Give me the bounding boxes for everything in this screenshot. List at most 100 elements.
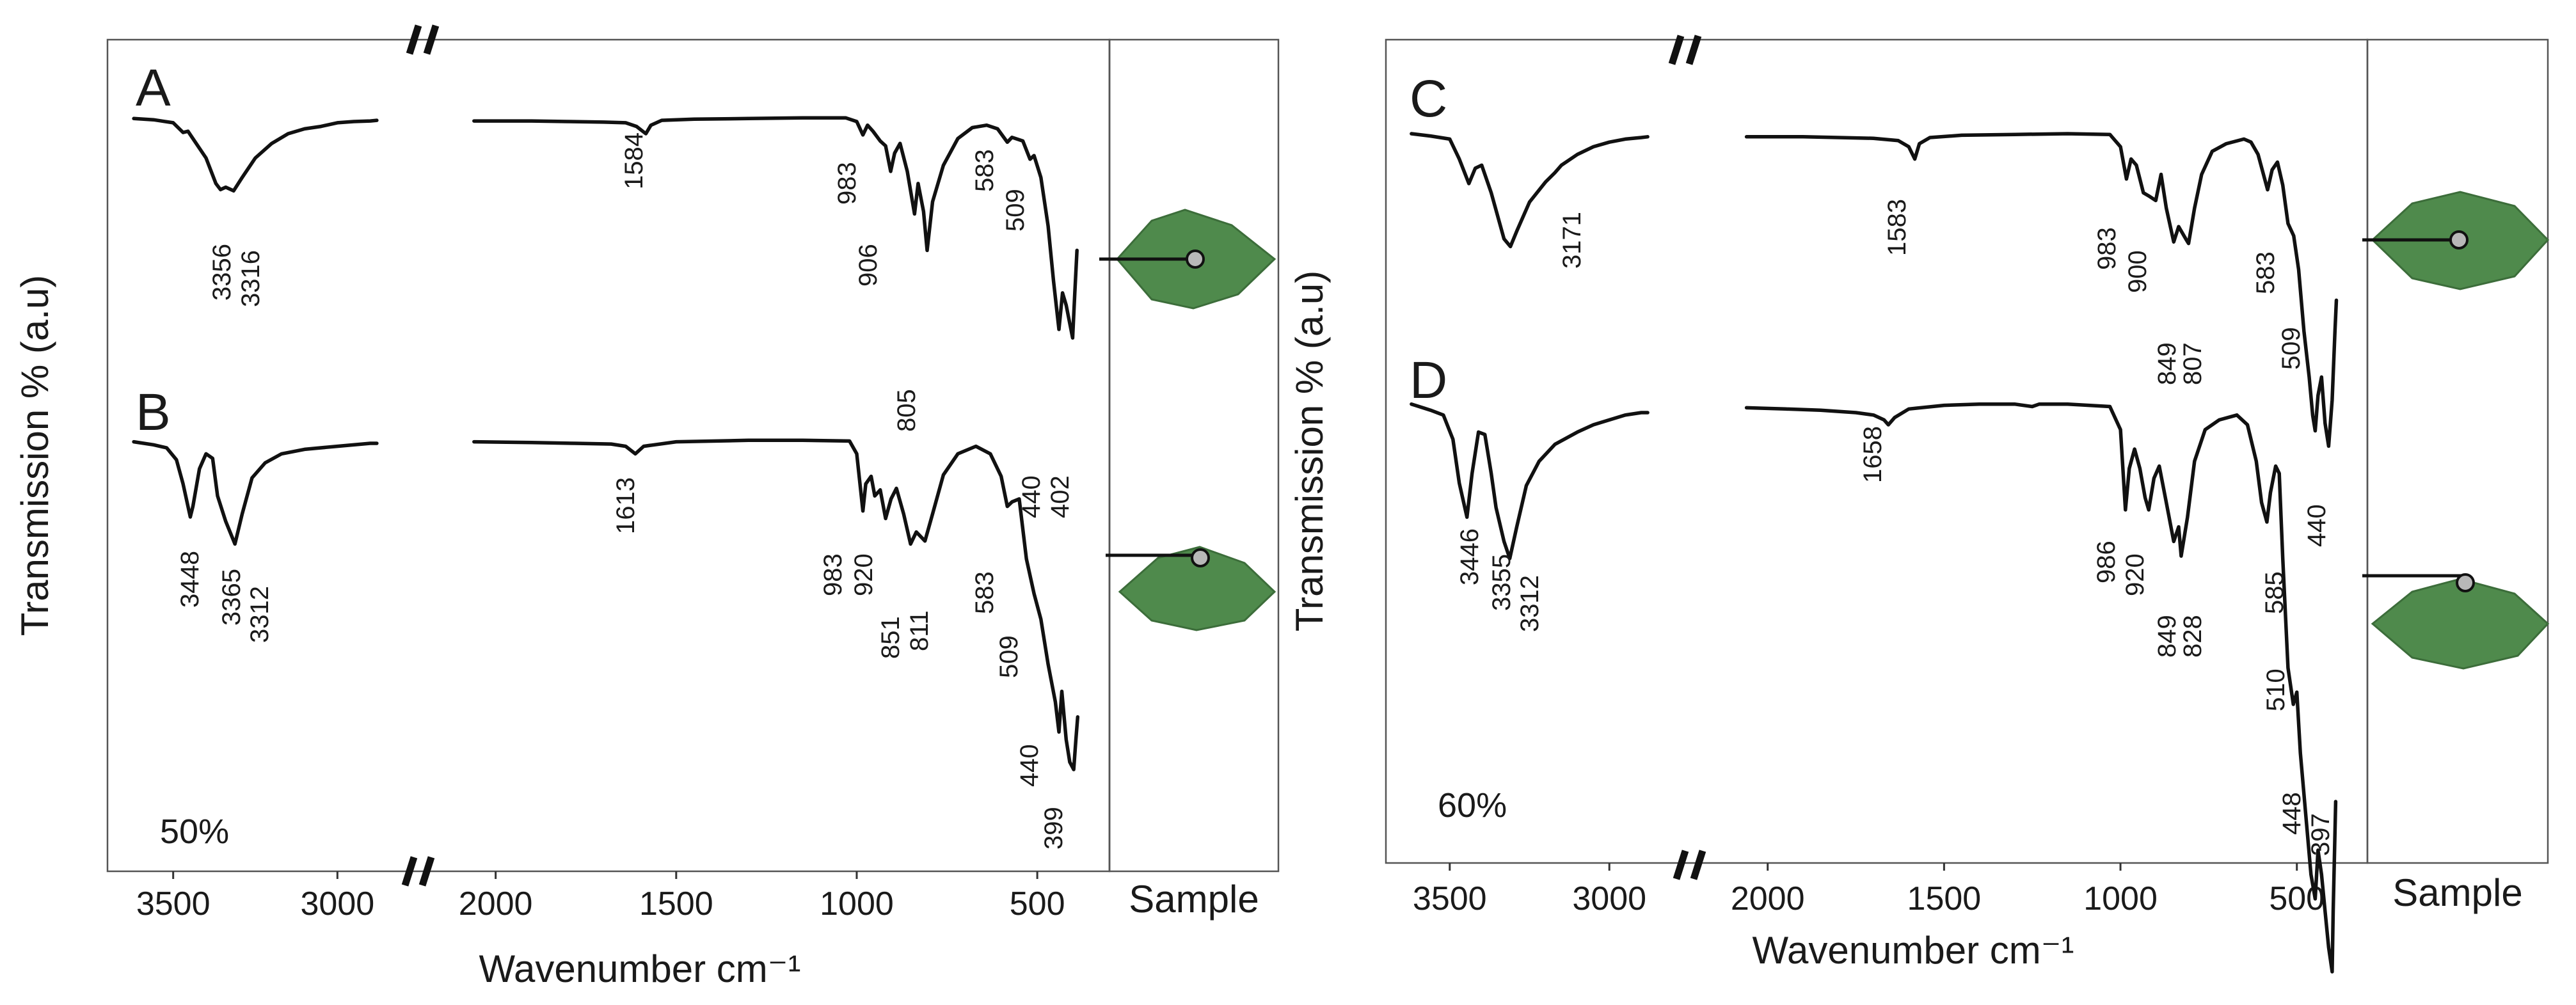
spectrum-d [1410, 402, 2338, 974]
peak-label: 1658 [1859, 426, 1887, 483]
panel-label-a: A [136, 59, 171, 117]
spectrum-right-segment [472, 116, 1079, 340]
peak-label: 402 [1046, 475, 1074, 518]
peak-label: 1583 [1883, 199, 1911, 256]
peak-label: 983 [2093, 227, 2121, 270]
y-axis-title-left: Transmission % (a.u) [13, 275, 56, 637]
x-tick-label: 3000 [1572, 880, 1646, 917]
peak-label: 583 [971, 571, 999, 614]
peak-label: 920 [2121, 553, 2149, 596]
panel-label-d: D [1410, 351, 1447, 409]
x-tick-label: 1500 [639, 885, 713, 922]
sample-image-a [1099, 209, 1276, 310]
x-tick-label: 1500 [1907, 880, 1982, 917]
peak-label: 900 [2124, 250, 2152, 293]
spectrum-a [132, 116, 1079, 340]
left-plot-frame [106, 38, 1111, 873]
x-tick-label: 3000 [300, 885, 374, 922]
peak-label: 851 [877, 616, 905, 659]
peak-label: 3316 [237, 250, 265, 307]
spectrum-right-segment [1744, 402, 2338, 974]
x-tick-label: 1000 [820, 885, 894, 922]
spectrum-b [132, 438, 1080, 772]
sample-image-d [2362, 573, 2550, 670]
break-mark-left-top-1 [406, 24, 422, 55]
x-tick-label: 2000 [459, 885, 533, 922]
left-sample-frame [1108, 38, 1280, 873]
peak-label: 986 [2092, 541, 2120, 583]
peak-labels-d: 3446 3355 3312 1658 986 920 849 828 585 … [1456, 426, 2335, 856]
peak-label: 448 [2278, 792, 2306, 835]
y-axis-title-right: Transmission % (a.u) [1288, 271, 1331, 632]
x-ticks-left-chart: 3500 3000 2000 1500 1000 500 [136, 871, 1065, 922]
x-tick-label: 3500 [1413, 880, 1487, 917]
spectrum-left-segment [1410, 402, 1650, 560]
peak-label: 440 [1015, 744, 1044, 787]
peak-label: 509 [995, 635, 1023, 678]
break-mark-right-bottom-2 [1690, 850, 1706, 880]
spectrum-left-segment [132, 439, 379, 546]
peak-label: 3365 [218, 569, 246, 626]
peak-label: 585 [2261, 571, 2289, 614]
peak-labels-a: 3356 3316 1584 983 906 805 583 509 440 4… [208, 132, 1074, 518]
break-mark-right-top-2 [1685, 35, 1702, 65]
x-ticks-right-chart: 3500 3000 2000 1500 1000 500 [1413, 863, 2325, 917]
sample-label-right: Sample [2392, 871, 2522, 914]
peak-label: 3171 [1558, 212, 1586, 269]
sample-image-c [2362, 191, 2550, 290]
peak-label: 983 [833, 162, 861, 205]
peak-label: 583 [971, 149, 999, 192]
sample-pin-dot-d [2456, 573, 2475, 592]
peak-label: 1613 [612, 477, 640, 534]
peak-label: 397 [2307, 813, 2335, 856]
peak-label: 849 [2153, 615, 2181, 658]
peak-label: 3446 [1456, 528, 1484, 585]
peak-label: 849 [2153, 342, 2181, 385]
sample-pin-dot-c [2449, 230, 2469, 249]
peak-label: 3356 [208, 244, 236, 301]
sample-image-b [1106, 546, 1276, 631]
peak-labels-b: 3448 3365 3312 1613 983 920 851 811 583 … [176, 477, 1068, 850]
axis-break-marks [401, 24, 1706, 887]
x-tick-label: 2000 [1731, 880, 1805, 917]
x-axis-title-right: Wavenumber cm⁻¹ [1753, 929, 2074, 972]
peak-label: 3448 [176, 551, 204, 608]
peak-label: 3312 [1516, 575, 1544, 632]
peak-label: 805 [893, 389, 921, 432]
concentration-label-left: 50% [160, 812, 229, 851]
spectrum-left-segment [1410, 132, 1650, 249]
peak-label: 510 [2262, 669, 2290, 711]
concentration-label-right: 60% [1438, 786, 1507, 825]
peak-labels-c: 3171 1583 983 900 849 807 583 509 440 [1558, 199, 2331, 547]
x-tick-label: 500 [1010, 885, 1065, 922]
spectrum-right-segment [1744, 132, 2339, 448]
sample-label-left: Sample [1129, 878, 1259, 921]
break-mark-right-bottom-1 [1673, 850, 1689, 880]
peak-label: 920 [850, 553, 878, 596]
peak-label: 807 [2179, 342, 2207, 385]
panel-label-c: C [1410, 70, 1447, 128]
break-mark-left-bottom-1 [401, 856, 418, 887]
peak-label: 906 [854, 244, 882, 287]
break-mark-right-top-1 [1668, 35, 1685, 65]
peak-label: 440 [2303, 504, 2331, 547]
peak-label: 509 [2277, 327, 2305, 370]
peak-label: 399 [1040, 807, 1068, 850]
peak-label: 811 [905, 610, 934, 651]
peak-label: 1584 [620, 132, 648, 189]
x-tick-label: 1000 [2083, 880, 2158, 917]
peak-label: 3312 [246, 586, 274, 643]
break-mark-left-bottom-2 [418, 856, 435, 887]
peak-label: 983 [819, 553, 847, 596]
x-tick-label: 3500 [136, 885, 211, 922]
right-sample-frame [2366, 38, 2549, 864]
panel-label-b: B [136, 383, 171, 441]
peak-label: 440 [1017, 475, 1046, 518]
peak-label: 828 [2179, 615, 2207, 658]
peak-label: 583 [2252, 251, 2280, 294]
spectrum-c [1410, 132, 2339, 448]
spectrum-right-segment [472, 438, 1080, 772]
sample-crystal-d [2371, 578, 2550, 670]
peak-label: 509 [1001, 189, 1030, 232]
